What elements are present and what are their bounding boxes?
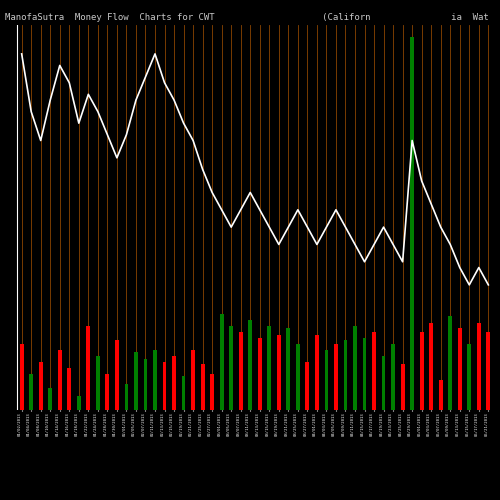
- Bar: [115, 340, 119, 410]
- Bar: [220, 314, 224, 410]
- Bar: [420, 332, 424, 410]
- Bar: [296, 344, 300, 410]
- Bar: [86, 326, 90, 410]
- Bar: [230, 326, 233, 410]
- Bar: [439, 380, 442, 410]
- Bar: [68, 368, 71, 410]
- Bar: [382, 356, 386, 410]
- Bar: [182, 376, 186, 410]
- Bar: [268, 326, 271, 410]
- Bar: [410, 37, 414, 410]
- Bar: [20, 344, 24, 410]
- Bar: [134, 352, 138, 410]
- Bar: [48, 388, 52, 410]
- Bar: [248, 320, 252, 410]
- Bar: [153, 350, 157, 410]
- Bar: [458, 328, 462, 410]
- Bar: [106, 374, 110, 410]
- Bar: [448, 316, 452, 410]
- Bar: [344, 340, 347, 410]
- Bar: [77, 396, 80, 410]
- Bar: [39, 362, 42, 410]
- Bar: [353, 326, 357, 410]
- Bar: [239, 332, 242, 410]
- Bar: [124, 384, 128, 410]
- Bar: [334, 344, 338, 410]
- Bar: [162, 362, 166, 410]
- Text: ManofaSutra  Money Flow  Charts for CWT                    (Californ            : ManofaSutra Money Flow Charts for CWT (C…: [5, 12, 500, 22]
- Bar: [362, 338, 366, 410]
- Bar: [286, 328, 290, 410]
- Bar: [58, 350, 61, 410]
- Bar: [400, 364, 404, 410]
- Bar: [30, 374, 33, 410]
- Bar: [372, 332, 376, 410]
- Bar: [486, 332, 490, 410]
- Bar: [200, 364, 204, 410]
- Bar: [430, 324, 433, 410]
- Bar: [210, 374, 214, 410]
- Bar: [315, 336, 319, 410]
- Bar: [144, 360, 148, 410]
- Bar: [324, 350, 328, 410]
- Bar: [191, 350, 195, 410]
- Bar: [391, 344, 395, 410]
- Bar: [477, 324, 480, 410]
- Bar: [306, 362, 310, 410]
- Bar: [277, 336, 280, 410]
- Bar: [258, 338, 262, 410]
- Bar: [468, 344, 471, 410]
- Bar: [172, 356, 176, 410]
- Bar: [96, 356, 100, 410]
